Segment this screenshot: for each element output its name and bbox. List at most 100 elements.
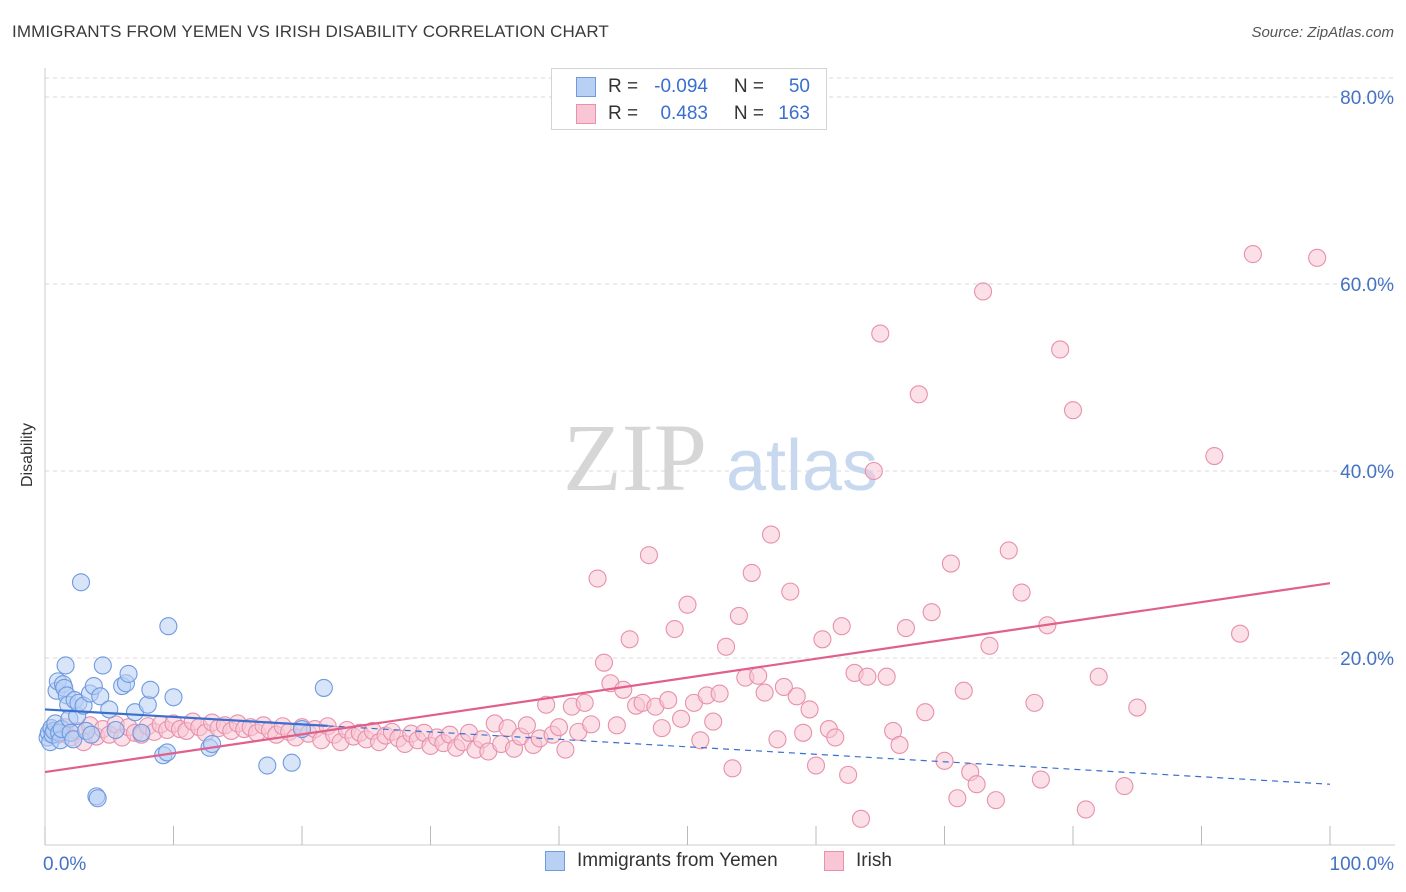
irish-point	[800, 700, 819, 719]
series-label-yemen: Immigrants from Yemen	[577, 850, 778, 871]
yemen-point	[258, 756, 277, 775]
irish-point	[916, 703, 935, 722]
irish-point	[1089, 667, 1108, 686]
legend-n-label: N =	[733, 103, 764, 124]
irish-point	[588, 569, 607, 588]
y-tick-label: 20.0%	[1340, 649, 1394, 670]
legend-n-value: 163	[778, 103, 810, 124]
yemen-point	[93, 656, 112, 675]
yemen-point	[106, 720, 125, 740]
irish-point	[1051, 340, 1070, 359]
irish-point	[749, 666, 768, 685]
irish-point	[556, 740, 575, 759]
irish-point	[999, 541, 1018, 560]
y-tick-label: 60.0%	[1340, 275, 1394, 296]
irish-point	[794, 723, 813, 742]
irish-point	[678, 595, 697, 614]
irish-point	[1115, 777, 1134, 796]
series-swatch-yemen	[545, 851, 565, 871]
yemen-point	[100, 700, 119, 719]
irish-point	[575, 693, 594, 712]
irish-point	[954, 681, 973, 700]
irish-point	[517, 716, 536, 735]
legend-n-label: N =	[733, 76, 764, 97]
irish-point	[806, 756, 826, 775]
yemen-point	[138, 695, 157, 714]
irish-point	[864, 461, 883, 481]
yemen-point	[91, 687, 110, 706]
legend-r-label: R =	[608, 103, 639, 124]
yemen-point	[64, 730, 83, 749]
irish-point	[607, 716, 626, 735]
irish-point	[832, 617, 851, 636]
irish-point	[1128, 698, 1147, 717]
y-tick-label: 80.0%	[1340, 88, 1394, 109]
irish-point	[973, 282, 993, 301]
irish-point	[594, 653, 614, 672]
irish-point	[1231, 624, 1250, 643]
series-legend: Immigrants from Yemen Irish	[0, 850, 1406, 878]
irish-point	[826, 728, 845, 747]
irish-point	[948, 789, 967, 808]
irish-point	[839, 765, 858, 784]
irish-point	[704, 712, 723, 731]
irish-point	[755, 683, 774, 702]
axes	[44, 68, 1395, 846]
irish-point	[665, 619, 684, 639]
yemen-point	[314, 678, 333, 697]
irish-point	[781, 582, 800, 601]
legend-swatch-yemen	[576, 77, 596, 97]
chart-title: IMMIGRANTS FROM YEMEN VS IRISH DISABILIT…	[12, 22, 609, 41]
irish-point	[941, 554, 960, 573]
yemen-point	[71, 573, 91, 592]
trend-lines	[44, 582, 1331, 785]
irish-point	[582, 715, 601, 734]
series-label-irish: Irish	[856, 850, 892, 871]
series-legend-irish[interactable]: Irish	[824, 850, 892, 872]
irish-point	[652, 719, 671, 738]
yemen-point	[119, 664, 138, 683]
irish-point	[723, 759, 742, 778]
irish-point	[537, 695, 556, 714]
irish-point	[729, 606, 748, 625]
irish-point	[871, 324, 890, 343]
irish-point	[980, 636, 999, 655]
irish-point	[787, 687, 806, 706]
irish-point	[986, 791, 1005, 810]
legend-r-label: R =	[608, 76, 639, 97]
irish-point	[909, 385, 928, 404]
irish-point	[774, 677, 793, 697]
irish-point	[877, 667, 896, 686]
irish-point	[1308, 248, 1327, 267]
watermark: ZIP atlas	[563, 404, 878, 511]
yemen-point	[56, 656, 75, 675]
irish-point	[710, 684, 729, 703]
irish-point	[967, 775, 986, 794]
watermark-atlas: atlas	[726, 426, 878, 506]
yemen-point	[88, 789, 107, 808]
legend-r-value: 0.483	[660, 103, 708, 124]
irish-point	[1025, 693, 1044, 712]
series-legend-yemen[interactable]: Immigrants from Yemen	[545, 850, 778, 872]
irish-point	[858, 667, 877, 686]
irish-point	[1243, 245, 1262, 264]
yemen-point	[141, 680, 160, 699]
irish-point	[639, 546, 659, 565]
irish-point	[890, 735, 909, 755]
yemen-point	[203, 734, 222, 754]
legend-r-value: -0.094	[654, 76, 708, 97]
yemen-point	[164, 688, 183, 707]
x-tick-label: 0.0%	[43, 854, 86, 875]
irish-point	[761, 525, 781, 544]
irish-point	[659, 691, 678, 710]
legend-n-value: 50	[788, 76, 810, 97]
irish-trend-line	[44, 582, 1331, 774]
yemen-point	[132, 723, 151, 742]
grid-lines	[45, 77, 1395, 659]
yemen-point	[159, 617, 178, 636]
series-swatch-irish	[824, 851, 844, 871]
irish-point	[922, 603, 941, 622]
irish-point	[1012, 583, 1031, 602]
legend-row-yemen: R = -0.094 N = 50	[576, 74, 810, 100]
